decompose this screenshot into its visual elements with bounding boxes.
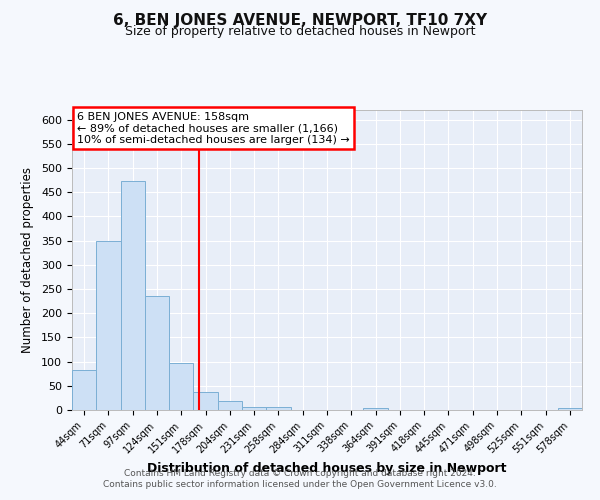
Bar <box>193 392 218 410</box>
Bar <box>121 180 145 410</box>
Bar <box>145 296 169 410</box>
Text: Contains public sector information licensed under the Open Government Licence v3: Contains public sector information licen… <box>103 480 497 489</box>
Y-axis label: Number of detached properties: Number of detached properties <box>21 167 34 353</box>
Bar <box>266 407 290 410</box>
Text: Size of property relative to detached houses in Newport: Size of property relative to detached ho… <box>125 25 475 38</box>
Text: Contains HM Land Registry data © Crown copyright and database right 2024.: Contains HM Land Registry data © Crown c… <box>124 468 476 477</box>
Bar <box>364 408 388 410</box>
Text: 6, BEN JONES AVENUE, NEWPORT, TF10 7XY: 6, BEN JONES AVENUE, NEWPORT, TF10 7XY <box>113 12 487 28</box>
Text: 6 BEN JONES AVENUE: 158sqm
← 89% of detached houses are smaller (1,166)
10% of s: 6 BEN JONES AVENUE: 158sqm ← 89% of deta… <box>77 112 350 144</box>
Bar <box>558 408 582 410</box>
Bar <box>218 401 242 410</box>
Bar <box>96 241 121 410</box>
Bar <box>242 406 266 410</box>
X-axis label: Distribution of detached houses by size in Newport: Distribution of detached houses by size … <box>147 462 507 474</box>
Bar <box>169 363 193 410</box>
Bar <box>72 370 96 410</box>
